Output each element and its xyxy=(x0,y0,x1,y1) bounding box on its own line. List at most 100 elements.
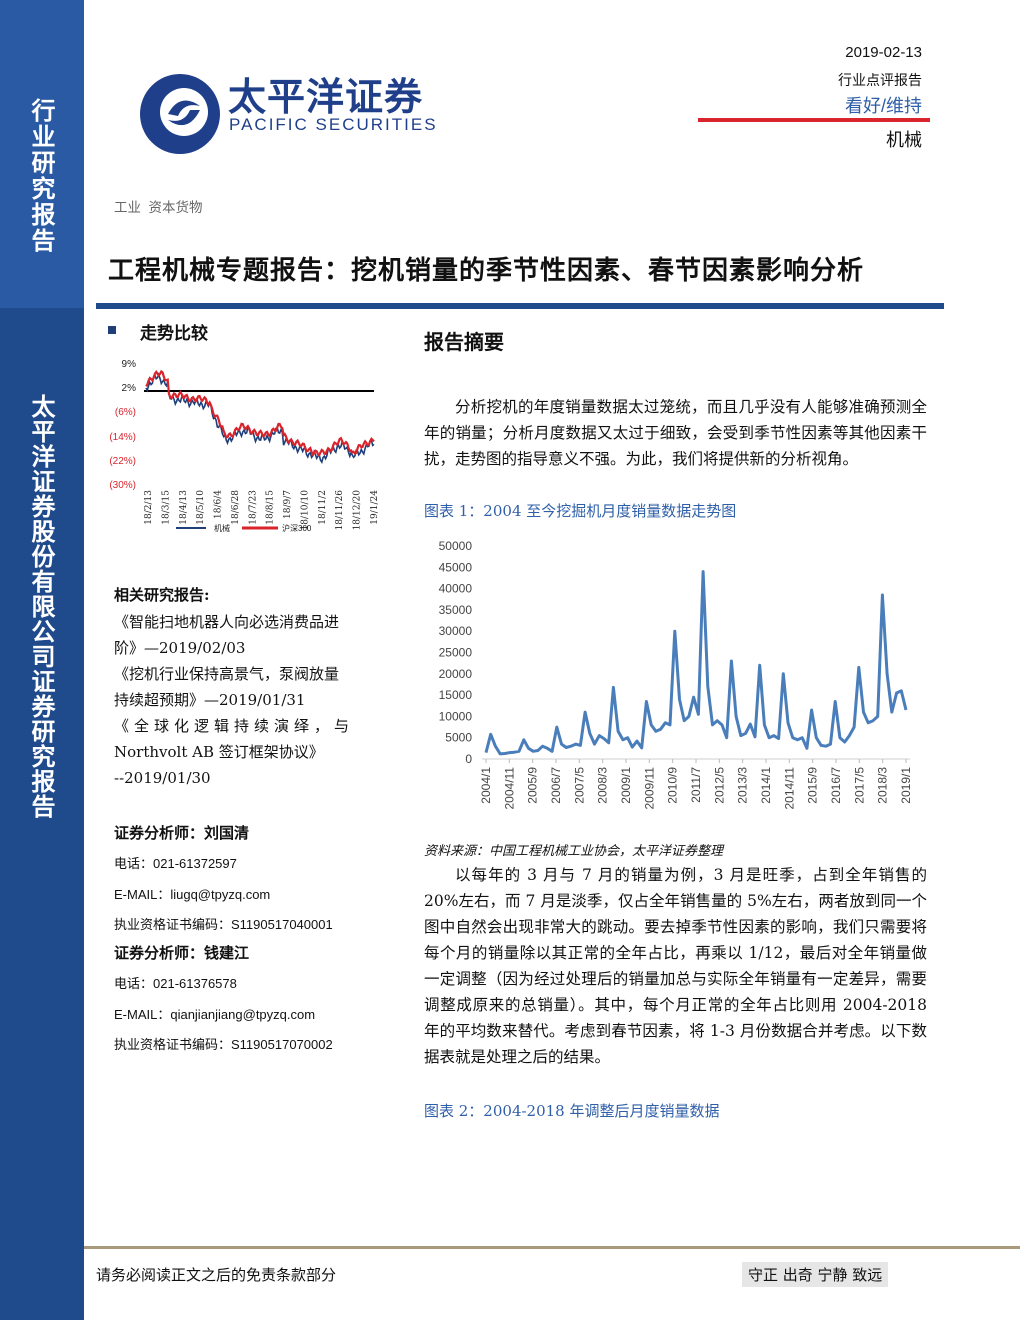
chart-ytick: 0 xyxy=(465,752,472,766)
chart-xtick: 2018/3 xyxy=(876,767,890,804)
chart-xtick: 2004/1 xyxy=(479,767,493,804)
trend-xtick: 18/8/15 xyxy=(266,490,276,525)
sector: 机械 xyxy=(886,130,922,150)
trend-xtick: 18/6/4 xyxy=(214,490,224,519)
trend-chart-svg: 9% 2% (6%) (14%) (22%) (30%) 18/2/13 18/3… xyxy=(109,359,380,533)
trend-xtick: 18/11/26 xyxy=(335,490,345,531)
company-motto: 守正 出奇 宁静 致远 xyxy=(742,1262,889,1287)
chart-xtick: 2013/3 xyxy=(736,767,750,804)
chart-ytick: 20000 xyxy=(439,667,473,681)
trend-series-machinery xyxy=(145,372,375,464)
chart-xtick: 2016/7 xyxy=(829,767,843,804)
chart-xtick: 2017/5 xyxy=(852,767,866,804)
trend-xtick: 18/4/13 xyxy=(179,490,189,525)
title-divider xyxy=(96,303,944,309)
summary-paragraph-1: 分析挖机的年度销量数据太过笼统，而且几乎没有人能够准确预测全年的销量；分析月度数… xyxy=(424,398,927,468)
chart-xtick: 2008/3 xyxy=(596,767,610,804)
analyst-2-cert: 执业资格证书编码：S1190517070002 xyxy=(114,1037,333,1052)
chart-xtick: 2006/7 xyxy=(549,767,563,804)
analyst-1-phone: 电话：021-61372597 xyxy=(114,856,237,871)
chart-ytick: 45000 xyxy=(439,560,473,574)
page-title: 工程机械专题报告：挖机销量的季节性因素、春节因素影响分析 xyxy=(108,256,865,286)
trend-xtick: 18/10/10 xyxy=(300,490,310,531)
trend-chart: 9% 2% (6%) (14%) (22%) (30%) 18/2/13 18/3… xyxy=(104,356,380,536)
trend-xtick: 18/3/15 xyxy=(161,490,171,525)
trend-heading: 走势比较 xyxy=(140,324,208,344)
chart-xtick: 2009/11 xyxy=(642,767,656,810)
chart-ytick: 15000 xyxy=(439,688,473,702)
trend-xtick: 18/6/28 xyxy=(231,490,241,525)
chart-xtick: 2015/9 xyxy=(806,767,820,804)
chart-ytick: 35000 xyxy=(439,603,473,617)
category-breadcrumb: 工业 资本货物 xyxy=(114,200,203,215)
chart-xtick: 2007/5 xyxy=(572,767,586,804)
trend-xtick: 19/1/24 xyxy=(370,490,380,525)
brand-name-cn: 太平洋证券 xyxy=(228,77,424,119)
trend-ytick: (6%) xyxy=(115,407,136,418)
sales-series-line xyxy=(484,570,908,756)
monthly-sales-chart-svg: 0 5000 10000 15000 20000 25000 30000 35000 40000… xyxy=(439,539,913,810)
trend-xtick: 18/9/7 xyxy=(283,490,293,519)
chart-xtick: 2014/11 xyxy=(782,767,796,810)
analyst-2-email: E-MAIL：qianjianjiang@tpyzq.com xyxy=(114,1007,316,1022)
rating: 看好/维持 xyxy=(844,96,922,116)
chart-xtick: 2004/11 xyxy=(502,767,516,810)
source-note: 资料来源：中国工程机械工业协会，太平洋证券整理 xyxy=(424,844,724,859)
summary-paragraph-2: 以每年的 3 月与 7 月的销量为例，3 月是旺季，占到全年销售的 20%左右，… xyxy=(424,866,927,1066)
related-item: 阶》—2019/02/03 xyxy=(114,639,246,657)
chart-ytick: 40000 xyxy=(439,582,473,596)
disclaimer-note: 请务必阅读正文之后的免责条款部分 xyxy=(96,1266,337,1284)
report-date: 2019-02-13 xyxy=(845,44,922,61)
related-item: --2019/01/30 xyxy=(114,769,211,787)
analyst-1-email: E-MAIL：liugq@tpyzq.com xyxy=(114,887,271,902)
trend-xtick: 18/2/13 xyxy=(144,490,154,525)
chart-ytick: 10000 xyxy=(439,709,473,723)
figure-1-caption: 图表 1：2004 至今挖掘机月度销量数据走势图 xyxy=(424,502,737,520)
monthly-sales-chart: 0 5000 10000 15000 20000 25000 30000 35000 40000… xyxy=(420,532,920,837)
brand-name-en: PACIFIC SECURITIES xyxy=(229,115,438,134)
trend-ytick: (30%) xyxy=(109,480,136,491)
related-item: 持续超预期》—2019/01/31 xyxy=(114,691,306,709)
related-item: 《全球化逻辑持续演绎，与 xyxy=(114,717,355,735)
chart-ytick: 30000 xyxy=(439,624,473,638)
analyst-1-heading: 证券分析师：刘国清 xyxy=(114,824,250,842)
chart-xtick: 2014/1 xyxy=(759,767,773,804)
sidebar-top-band xyxy=(0,0,84,308)
chart-xtick: 2010/9 xyxy=(666,767,680,804)
chart-xtick: 2005/9 xyxy=(526,767,540,804)
rating-divider xyxy=(698,118,930,122)
trend-xtick: 18/12/20 xyxy=(353,490,363,531)
trend-ytick: (22%) xyxy=(109,456,136,467)
related-item: 《智能扫地机器人向必选消费品进 xyxy=(114,613,340,631)
legend-machinery: 机械 xyxy=(214,523,230,533)
related-item: Northvolt AB 签订框架协议》 xyxy=(114,743,324,761)
bullet-icon xyxy=(108,326,116,334)
trend-ytick: 2% xyxy=(122,383,137,394)
sidebar-top-label: 行业研究报告 xyxy=(27,98,56,254)
chart-ytick: 50000 xyxy=(439,539,473,553)
related-list: 《智能扫地机器人向必选消费品进 阶》—2019/02/03 《挖机行业保持高景气… xyxy=(114,609,378,791)
related-item: 《挖机行业保持高景气，泵阀放量 xyxy=(114,665,340,683)
company-logo xyxy=(108,22,220,168)
trend-series-hs300 xyxy=(145,369,375,457)
sidebar-company-label: 太平洋证券股份有限公司证券研究报告 xyxy=(27,394,56,819)
legend-hs300: 沪深300 xyxy=(282,523,312,533)
chart-xtick: 2009/1 xyxy=(619,767,633,804)
trend-ytick: 9% xyxy=(122,359,137,370)
summary-heading: 报告摘要 xyxy=(424,330,504,354)
chart-ytick: 5000 xyxy=(445,731,472,745)
analyst-2-phone: 电话：021-61376578 xyxy=(114,976,237,991)
trend-ytick: (14%) xyxy=(109,432,136,443)
chart-xtick: 2011/7 xyxy=(689,767,703,803)
figure-2-caption: 图表 2：2004-2018 年调整后月度销量数据 xyxy=(424,1102,720,1120)
report-type: 行业点评报告 xyxy=(838,72,922,88)
analyst-1-cert: 执业资格证书编码：S1190517040001 xyxy=(114,917,333,932)
sidebar: 行业研究报告 太平洋证券股份有限公司证券研究报告 xyxy=(0,0,84,1320)
chart-ytick: 25000 xyxy=(439,646,473,660)
chart-xtick: 2019/1 xyxy=(899,767,913,804)
chart-xtick: 2012/5 xyxy=(712,767,726,804)
trend-xtick: 18/11/2 xyxy=(318,490,328,525)
trend-xtick: 18/5/10 xyxy=(196,490,206,525)
related-heading: 相关研究报告: xyxy=(114,586,210,604)
trend-xtick: 18/7/23 xyxy=(248,490,258,525)
